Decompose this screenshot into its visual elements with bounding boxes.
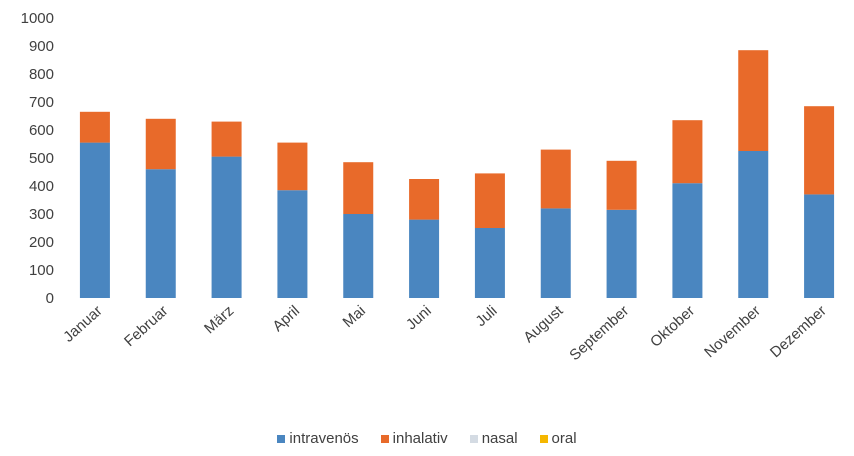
bar-segment-inhalative <box>145 118 176 170</box>
bar-segment-intravenous <box>474 228 505 298</box>
bar-segment-inhalative <box>409 179 440 220</box>
bar-segment-inhalative <box>804 106 835 195</box>
legend-swatch <box>277 434 286 443</box>
bar-segment-intravenous <box>804 194 835 298</box>
y-tick-label: 100 <box>29 262 54 279</box>
bar-segment-intravenous <box>738 151 769 298</box>
y-tick-label: 800 <box>29 66 54 83</box>
legend-item: inhalativ <box>380 430 448 447</box>
chart-plot-area: 0 100 200 300 400 500 600 700 800 900 1000 Januar Fe… <box>21 10 835 364</box>
y-tick-label: 300 <box>29 206 54 223</box>
bar-segment-intravenous <box>540 208 571 298</box>
legend-label: oral <box>551 430 577 447</box>
x-category-label: Mai <box>340 302 369 331</box>
legend-swatch <box>380 434 389 443</box>
bar-segment-intravenous <box>409 219 440 298</box>
y-tick-label: 0 <box>46 290 54 307</box>
legend-swatch <box>539 434 548 443</box>
chart-legend: intravenös inhalativ nasal oral <box>0 430 854 447</box>
legend-label: inhalativ <box>392 430 448 447</box>
x-category-label: März <box>201 302 237 337</box>
x-category-label: September <box>566 302 632 364</box>
y-tick-label: 700 <box>29 94 54 111</box>
bar-segment-inhalative <box>79 111 110 143</box>
y-tick-label: 600 <box>29 122 54 139</box>
bar-segment-inhalative <box>606 160 637 210</box>
y-tick-label: 400 <box>29 178 54 195</box>
bar-segment-intravenous <box>672 183 703 298</box>
bar-segment-intravenous <box>277 190 308 298</box>
bar-segment-inhalative <box>738 50 769 152</box>
bar-segment-inhalative <box>211 121 242 157</box>
y-tick-label: 500 <box>29 150 54 167</box>
bar-segment-inhalative <box>343 162 374 214</box>
bar-segment-intravenous <box>79 142 110 298</box>
x-category-label: Juli <box>472 302 500 330</box>
x-category-label: November <box>701 302 764 361</box>
bar-segment-intravenous <box>211 156 242 298</box>
x-category-label: August <box>520 302 567 346</box>
x-category-label: Juni <box>403 302 435 333</box>
legend-swatch <box>469 434 478 443</box>
legend-item: intravenös <box>277 430 359 447</box>
bar-segment-inhalative <box>474 173 505 228</box>
bar-segment-inhalative <box>277 142 308 191</box>
legend-label: intravenös <box>289 430 359 447</box>
x-category-label: Januar <box>60 302 105 345</box>
bar-segment-inhalative <box>540 149 571 209</box>
y-tick-label: 900 <box>29 38 54 55</box>
x-category-label: Februar <box>121 302 171 350</box>
bar-segment-intravenous <box>606 209 637 298</box>
x-category-label: April <box>269 302 303 335</box>
legend-label: nasal <box>481 430 518 447</box>
legend-item: nasal <box>469 430 518 447</box>
bar-segment-intravenous <box>343 214 374 298</box>
x-category-label: Dezember <box>767 302 830 361</box>
y-tick-label: 1000 <box>21 10 54 27</box>
y-tick-label: 200 <box>29 234 54 251</box>
legend-item: oral <box>539 430 577 447</box>
bar-segment-inhalative <box>672 120 703 184</box>
bar-segment-intravenous <box>145 169 176 298</box>
x-category-label: Oktober <box>647 302 698 350</box>
